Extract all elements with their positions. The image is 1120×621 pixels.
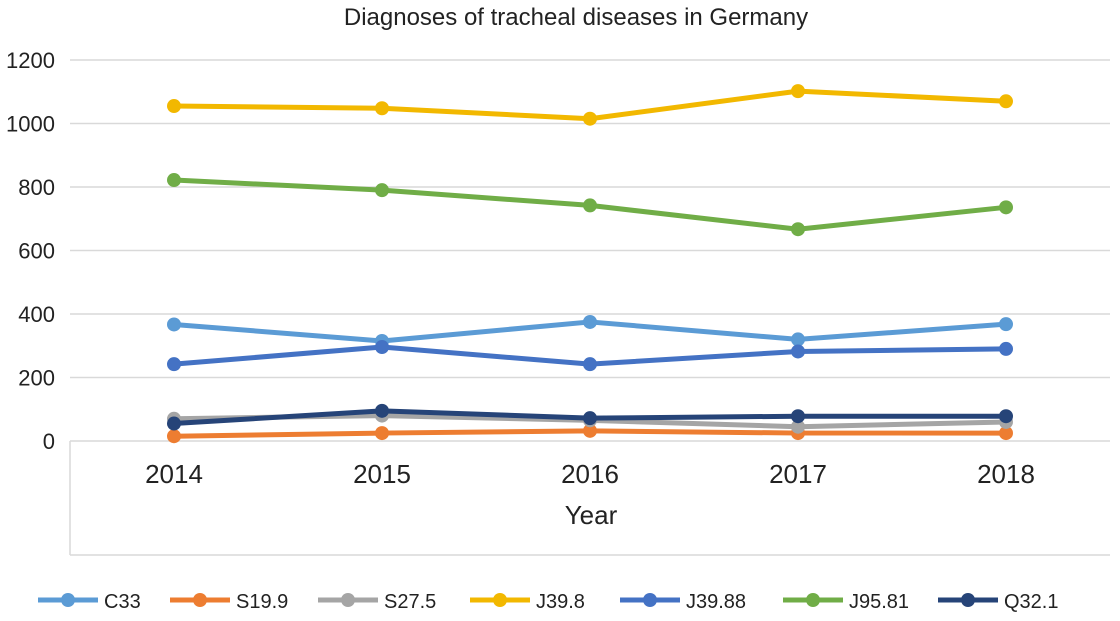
series-s19-9 [167, 423, 1013, 444]
data-point-j39-88 [999, 341, 1013, 356]
legend-item-j39-8: J39.8 [470, 591, 585, 613]
legend-swatch-marker [961, 593, 975, 607]
y-tick-label: 1000 [6, 112, 55, 137]
data-point-s27-5 [791, 419, 805, 434]
legend-label: C33 [104, 591, 141, 613]
legend-label: Q32.1 [1004, 591, 1058, 613]
x-tick-label: 2014 [145, 459, 203, 489]
data-point-c33 [167, 317, 181, 332]
data-point-q32-1 [791, 409, 805, 424]
series-j39-88 [167, 340, 1013, 372]
data-point-q32-1 [583, 411, 597, 426]
data-point-q32-1 [167, 416, 181, 431]
data-point-j95-81 [999, 200, 1013, 215]
y-tick-label: 400 [18, 302, 55, 327]
y-tick-label: 200 [18, 366, 55, 391]
data-point-j39-8 [375, 101, 389, 116]
x-axis-title: Year [565, 500, 618, 530]
data-point-j39-8 [791, 84, 805, 99]
legend-swatch-marker [806, 593, 820, 607]
data-point-q32-1 [999, 409, 1013, 424]
y-tick-label: 0 [43, 429, 55, 454]
data-point-j39-88 [167, 357, 181, 372]
series-j95-81 [167, 173, 1013, 237]
data-point-j39-88 [791, 344, 805, 359]
x-tick-label: 2017 [769, 459, 827, 489]
data-point-c33 [583, 314, 597, 329]
legend-item-j95-81: J95.81 [783, 591, 909, 613]
series-c33 [167, 314, 1013, 348]
legend: C33 S19.9 S27.5 J39.8 J39.88 J95.81 Q32.1 [38, 591, 1058, 613]
data-point-c33 [999, 317, 1013, 332]
legend-swatch-marker [61, 593, 75, 607]
chart-title: Diagnoses of tracheal diseases in German… [343, 4, 809, 31]
x-tick-label: 2016 [561, 459, 619, 489]
legend-label: J39.8 [536, 591, 585, 613]
legend-label: S27.5 [384, 591, 436, 613]
data-point-j95-81 [375, 183, 389, 198]
y-tick-label: 800 [18, 175, 55, 200]
data-point-s19-9 [167, 429, 181, 444]
data-point-s19-9 [999, 426, 1013, 441]
data-point-j95-81 [791, 222, 805, 237]
data-point-j95-81 [583, 198, 597, 213]
data-point-j39-8 [167, 99, 181, 114]
legend-swatch-marker [193, 593, 207, 607]
legend-swatch-marker [643, 593, 657, 607]
legend-item-s27-5: S27.5 [318, 591, 436, 613]
data-point-j39-88 [375, 340, 389, 355]
legend-item-q32-1: Q32.1 [938, 591, 1058, 613]
legend-swatch-marker [493, 593, 507, 607]
legend-item-s19-9: S19.9 [170, 591, 288, 613]
legend-item-j39-88: J39.88 [620, 591, 746, 613]
series-j39-8 [167, 84, 1013, 126]
legend-label: S19.9 [236, 591, 288, 613]
data-point-q32-1 [375, 403, 389, 418]
data-point-j39-8 [583, 111, 597, 126]
series-q32-1 [167, 403, 1013, 431]
data-point-s19-9 [375, 426, 389, 441]
legend-item-c33: C33 [38, 591, 141, 613]
x-tick-label: 2018 [977, 459, 1035, 489]
y-tick-label: 1200 [6, 48, 55, 73]
legend-label: J95.81 [849, 591, 909, 613]
data-point-j95-81 [167, 173, 181, 188]
data-point-s19-9 [583, 423, 597, 438]
y-tick-label: 600 [18, 239, 55, 264]
data-point-c33 [791, 332, 805, 347]
data-point-j39-8 [999, 94, 1013, 109]
legend-label: J39.88 [686, 591, 746, 613]
x-tick-label: 2015 [353, 459, 411, 489]
data-point-j39-88 [583, 357, 597, 372]
legend-swatch-marker [341, 593, 355, 607]
